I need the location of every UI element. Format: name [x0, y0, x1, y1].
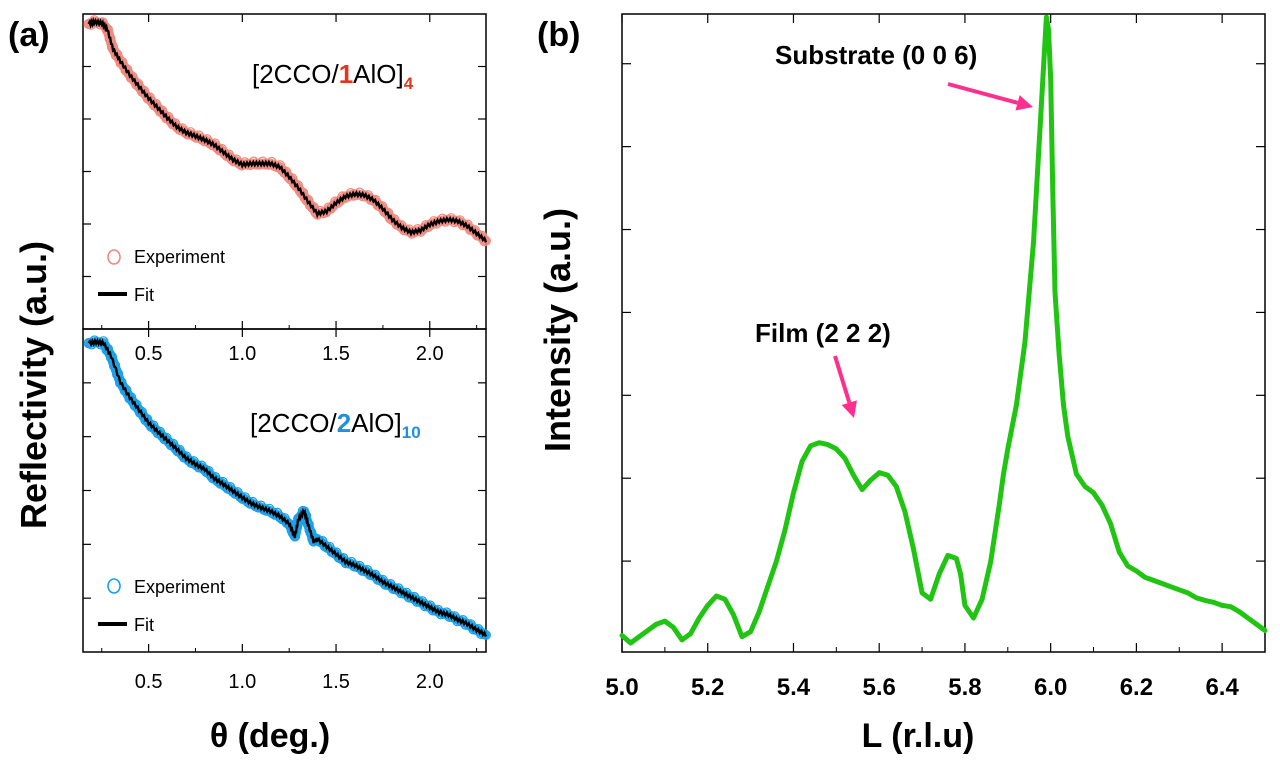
sample-title-prefix: [2CCO/: [252, 59, 339, 89]
legend-experiment-marker: [107, 578, 121, 594]
panel-a-bottom-fit-line: [87, 337, 488, 638]
sample-title-number: 2: [337, 408, 351, 438]
panel-b-ticks: 5.0 5.2 5.4 5.6 5.8 6.0 6.2 6.4: [605, 14, 1265, 701]
x-tick-label: 1.5: [322, 671, 350, 693]
panel-a-x-axis-label: θ (deg.): [210, 717, 330, 755]
panel-a-bottom-ticks: 0.5 1.0 1.5 2.0: [83, 329, 486, 693]
panel-b-y-axis-label: Intensity (a.u.): [537, 208, 578, 452]
x-tick-label: 5.2: [691, 674, 724, 701]
panel-a-top-sample-title: [2CCO/1AlO]4: [252, 59, 414, 93]
experiment-point: [116, 377, 127, 388]
annotation-arrow-shaft: [833, 355, 852, 404]
panel-a-bottom-legend: Experiment Fit: [98, 577, 225, 635]
experiment-point: [157, 431, 168, 442]
legend-fit-label: Fit: [134, 285, 154, 305]
x-tick-label: 1.0: [228, 343, 256, 365]
panel-b-annotations: Substrate (0 0 6) Film (2 2 2): [755, 40, 1033, 418]
experiment-point: [176, 449, 187, 460]
x-tick-label: 5.6: [863, 674, 896, 701]
experiment-point: [125, 72, 136, 83]
legend-experiment-label: Experiment: [134, 577, 225, 597]
legend-experiment-label: Experiment: [134, 247, 225, 267]
legend-fit-label: Fit: [134, 615, 154, 635]
annotation-arrow-head: [1015, 95, 1033, 111]
x-tick-label: 2.0: [416, 343, 444, 365]
annotation-arrow-shaft: [947, 82, 1019, 105]
experiment-point: [170, 443, 181, 454]
experiment-point: [122, 64, 133, 75]
panel-b-intensity-line: [619, 14, 1268, 646]
experiment-point: [165, 116, 176, 127]
panel-a-top-legend: Experiment Fit: [98, 247, 225, 305]
experiment-point: [220, 481, 231, 492]
experiment-point: [379, 206, 390, 217]
panel-a-bottom-chart: 0.5 1.0 1.5 2.0 [2CCO/2AlO]10 Experiment Fi…: [82, 328, 491, 693]
experiment-point: [126, 392, 137, 403]
experiment-point: [138, 85, 149, 96]
experiment-point: [205, 470, 216, 481]
x-tick-label: 5.8: [948, 674, 981, 701]
panel-a-top-ticks: 0.5 1.0 1.5 2.0: [83, 14, 486, 365]
sample-title-suffix: AlO]: [353, 59, 404, 89]
panel-a-bottom-sample-title: [2CCO/2AlO]10: [250, 408, 421, 442]
experiment-point: [140, 415, 151, 426]
sample-title-suffix: AlO]: [351, 408, 402, 438]
panel-b-x-axis-label: L (r.l.u): [862, 717, 975, 755]
legend-experiment-marker: [107, 249, 121, 265]
x-tick-label: 5.0: [605, 674, 638, 701]
experiment-point: [131, 79, 142, 90]
experiment-point: [110, 50, 122, 61]
sample-title-prefix: [2CCO/: [250, 408, 337, 438]
experiment-point: [163, 437, 174, 448]
substrate-annotation-label: Substrate (0 0 6): [775, 40, 977, 70]
film-annotation-label: Film (2 2 2): [755, 318, 891, 348]
panel-a-top-chart: 0.5 1.0 1.5 2.0 [2CCO/1AlO]4 Experiment Fit: [82, 13, 491, 365]
x-tick-label: 1.0: [228, 671, 256, 693]
x-tick-label: 0.5: [135, 671, 163, 693]
experiment-point: [134, 407, 146, 418]
experiment-point: [212, 142, 223, 154]
panel-a-top-fit-line: [87, 16, 488, 243]
sample-title-subscript: 10: [402, 423, 421, 442]
panel-b-label: (b): [537, 16, 580, 54]
sample-title-number: 1: [339, 59, 353, 89]
experiment-band: [83, 17, 491, 246]
panel-a-top-experiment-series: [83, 15, 491, 247]
x-tick-label: 6.4: [1205, 674, 1239, 701]
annotation-arrow-head: [841, 400, 857, 418]
experiment-point: [333, 552, 344, 563]
x-tick-label: 6.0: [1034, 674, 1067, 701]
x-tick-label: 5.4: [777, 674, 811, 701]
sample-title-subscript: 4: [404, 74, 414, 93]
x-tick-label: 1.5: [322, 343, 350, 365]
experiment-point: [113, 373, 125, 384]
experiment-point: [143, 418, 155, 429]
panel-b-frame: [621, 13, 1266, 653]
panel-a-y-axis-label: Reflectivity (a.u.): [13, 241, 54, 529]
experiment-point: [226, 154, 237, 165]
panel-a-label: (a): [8, 16, 50, 54]
x-tick-label: 6.2: [1120, 674, 1153, 701]
experiment-point: [183, 455, 194, 466]
experiment-point: [332, 197, 343, 209]
x-tick-label: 2.0: [416, 671, 444, 693]
x-tick-label: 0.5: [135, 343, 163, 365]
experiment-point: [199, 464, 210, 475]
panel-b-chart: 5.0 5.2 5.4 5.6 5.8 6.0 6.2 6.4 Substrate (0 0 …: [605, 13, 1268, 701]
